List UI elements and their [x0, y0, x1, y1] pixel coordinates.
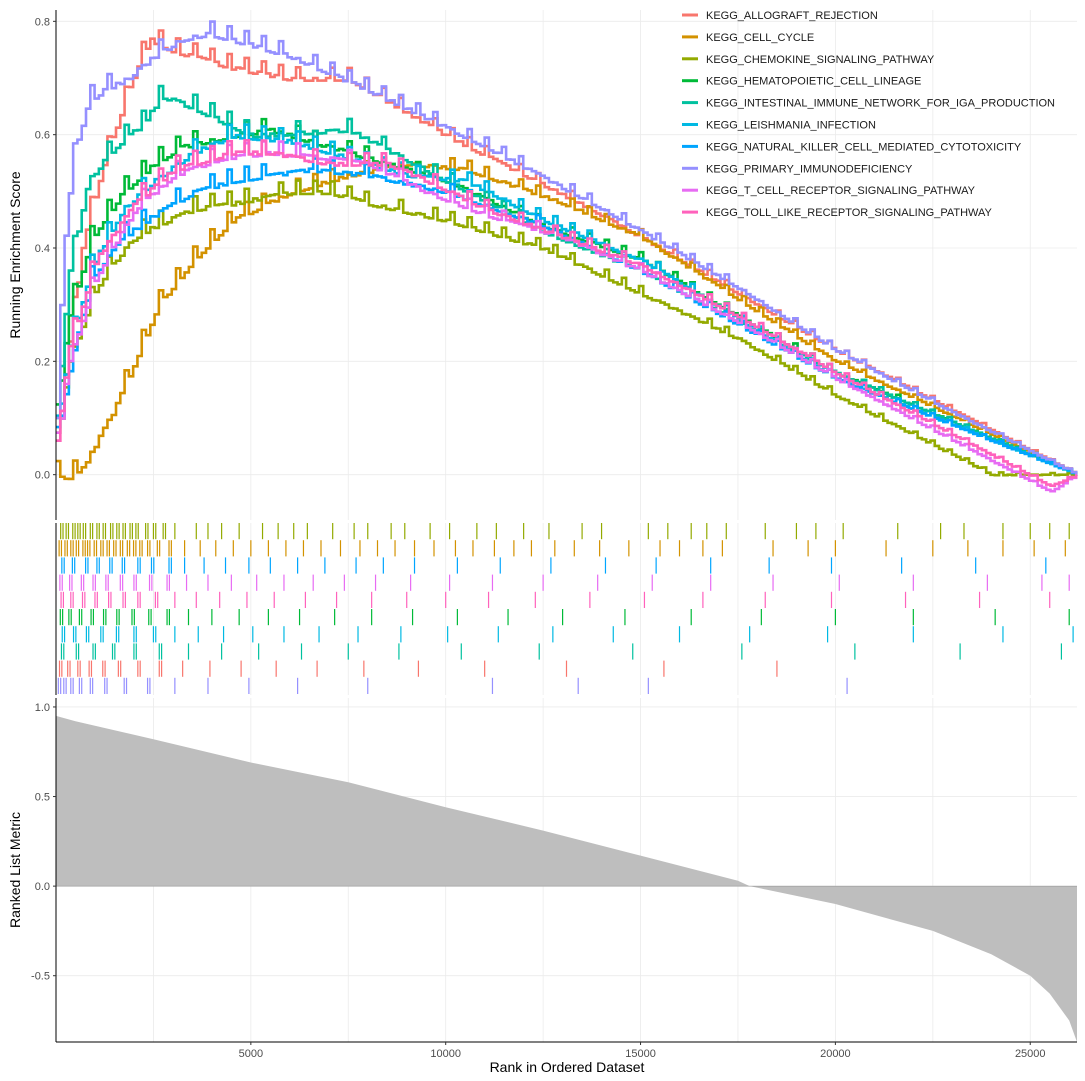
y-axis-title-es: Running Enrichment Score	[7, 171, 23, 339]
es-line-3	[56, 179, 1078, 477]
legend-label: KEGG_PRIMARY_IMMUNODEFICIENCY	[706, 163, 913, 175]
legend-label: KEGG_LEISHMANIA_INFECTION	[706, 120, 876, 132]
legend-label: KEGG_INTESTINAL_IMMUNE_NETWORK_FOR_IGA_P…	[706, 98, 1055, 110]
x-tick-label: 15000	[625, 1048, 656, 1060]
es-line-5	[56, 84, 1078, 476]
x-tick-label: 20000	[820, 1048, 851, 1060]
legend-label: KEGG_ALLOGRAFT_REJECTION	[706, 10, 878, 22]
es-y-tick-label: 0.2	[35, 356, 50, 368]
metric-y-tick-label: 1.0	[35, 702, 50, 714]
es-y-tick-label: 0.6	[35, 130, 50, 142]
legend-label: KEGG_TOLL_LIKE_RECEPTOR_SIGNALING_PATHWA…	[706, 207, 993, 219]
metric-y-tick-label: -0.5	[31, 971, 50, 983]
es-line-2	[56, 156, 1078, 481]
es-line-8	[56, 20, 1078, 476]
legend-label: KEGG_HEMATOPOIETIC_CELL_LINEAGE	[706, 76, 921, 88]
x-tick-label: 10000	[430, 1048, 461, 1060]
x-tick-label: 25000	[1015, 1048, 1046, 1060]
es-y-tick-label: 0.4	[35, 243, 50, 255]
x-tick-label: 5000	[239, 1048, 263, 1060]
legend-label: KEGG_T_CELL_RECEPTOR_SIGNALING_PATHWAY	[706, 185, 976, 197]
es-y-tick-label: 0.0	[35, 470, 50, 482]
x-axis-title: Rank in Ordered Dataset	[490, 1059, 645, 1075]
es-y-tick-label: 0.8	[35, 16, 50, 28]
gene-hit-panel	[55, 523, 1074, 695]
ranked-list-metric-panel: -0.5 0.0 0.5 1.0 5000 10000 15000 20000 25000	[31, 698, 1077, 1060]
metric-y-tick-label: 0.0	[35, 881, 50, 893]
legend: KEGG_ALLOGRAFT_REJECTION KEGG_CELL_CYCLE K…	[682, 10, 1055, 219]
running-enrichment-score-panel: 0.0 0.2 0.4 0.6 0.8	[35, 10, 1078, 520]
es-line-10	[56, 139, 1078, 487]
legend-label: KEGG_NATURAL_KILLER_CELL_MEDIATED_CYTOTO…	[706, 141, 1022, 153]
legend-label: KEGG_CELL_CYCLE	[706, 32, 814, 44]
ranked-metric-area	[56, 715, 1077, 1042]
metric-y-tick-label: 0.5	[35, 792, 50, 804]
y-axis-title-metric: Ranked List Metric	[7, 812, 23, 928]
legend-label: KEGG_CHEMOKINE_SIGNALING_PATHWAY	[706, 54, 935, 66]
